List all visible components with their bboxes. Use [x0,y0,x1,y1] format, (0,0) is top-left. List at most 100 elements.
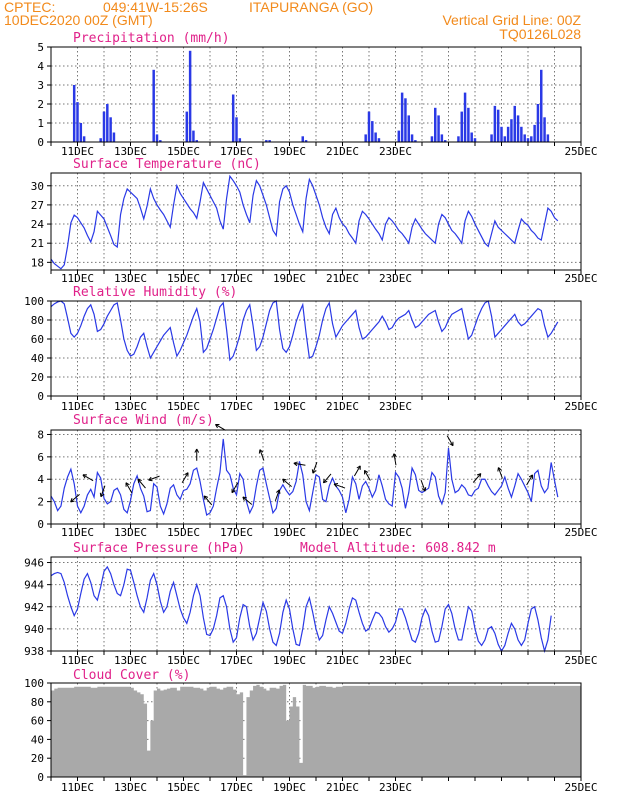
wind-arrow [293,462,306,466]
wind-arrow-head [293,461,298,464]
wind-arrow [70,493,80,503]
x-tick-label: 23DEC [379,400,412,413]
y-tick-label: 942 [24,601,44,614]
wind-arrow-head [322,478,325,483]
wind-arrow-head [498,467,502,471]
x-tick-label: 15DEC [167,526,200,539]
precip-bar [533,124,536,142]
precip-bar [493,105,497,142]
wind-arrow-head [242,496,247,499]
pressure-line [50,565,552,654]
wind-arrow-head [479,473,482,478]
wind-arrow-head [82,474,86,479]
wind-arrow-head [333,482,339,485]
x-tick-label: 13DEC [114,781,147,794]
wind-arrow [472,473,482,483]
precip-bar [500,126,503,142]
wind-arrow [282,478,292,488]
precip-bar [192,130,195,142]
precip-bar [400,92,404,142]
humidity-line [50,300,559,362]
x-tick-label: 19DEC [273,526,306,539]
wind-arrow [242,496,253,505]
precip-bar [367,111,371,142]
precip-bar [99,138,102,142]
wind-arrow-head [424,487,427,492]
panel-wind: Surface Wind (m/s) 0 2 4 6 8 11DEC 13DEC 15DEC 17… [37,413,597,539]
wind-arrow [497,467,503,479]
wind-arrow [259,449,265,461]
wind-arrow-head [148,479,153,482]
wind-arrow-head [70,500,75,503]
y-tick-label: 8 [37,428,44,441]
precip-bar [473,138,477,142]
precip-bar [536,104,540,142]
wind-arrow [137,478,146,489]
x-tick-label: 11DEC [61,400,94,413]
x-tick-label: 15DEC [167,654,200,667]
x-tick-label: 25DEC [564,526,597,539]
precip-bar [520,126,523,142]
wind-arrow-head [137,479,140,484]
precip-bar [397,130,401,142]
precip-bar [516,115,520,142]
y-tick-label: 0 [37,518,44,531]
precip-bar [265,140,268,142]
precip-bar [530,136,533,142]
wind-arrow-head [184,472,189,476]
wind-arrow [100,485,106,497]
panel-cloud-cover: Cloud Cover (%) 0 20 40 60 80 100 11DEC 13DEC 15D… [24,668,597,794]
precip-bar [268,140,271,142]
precip-bar [235,117,238,142]
panel-temperature: Surface Temperature (nC) 18 21 24 27 30 11DEC 1… [31,157,598,285]
precip-bar [374,132,377,142]
precip-bar [72,85,76,142]
x-tick-label: 17DEC [220,654,253,667]
wind-arrow-head [259,449,264,453]
y-tick-label: 4 [37,60,44,73]
x-tick-label: 25DEC [564,654,597,667]
x-tick-label: 17DEC [220,145,253,158]
wind-arrow-head [311,469,314,474]
wind-arrow [333,483,346,489]
precip-bar [440,134,444,142]
wind-arrow [274,489,280,502]
precip-bar [510,119,513,142]
x-tick-label: 17DEC [220,400,253,413]
precip-bar [82,136,86,142]
y-tick-label: 938 [24,645,44,658]
wind-arrow-head [204,495,209,498]
x-tick-label: 19DEC [273,145,306,158]
x-tick-label: 11DEC [61,654,94,667]
x-tick-label: 23DEC [379,526,412,539]
panel-title-precipitation: Precipitation (mm/h) [73,31,230,46]
y-tick-label: 4 [37,473,44,486]
precip-bar [414,140,417,142]
wind-arrow [215,424,226,431]
x-tick-label: 15DEC [167,781,200,794]
x-tick-label: 11DEC [61,526,94,539]
precip-bar [155,134,159,142]
precip-bar [185,111,189,142]
x-tick-label: 21DEC [326,654,359,667]
y-tick-label: 27 [31,199,44,212]
x-tick-label: 11DEC [61,145,94,158]
y-tick-label: 20 [31,371,44,384]
precip-bar [79,123,83,142]
precip-bar [195,140,198,142]
wind-line [50,438,559,517]
precip-bar [304,140,308,142]
y-tick-label: 60 [31,333,44,346]
precip-bar [437,115,440,142]
wind-arrow-head [215,424,218,429]
panel-title-pressure: Surface Pressure (hPa) [73,541,245,556]
wind-arrow-head [100,493,105,498]
x-tick-label: 13DEC [114,272,147,285]
precip-bar [231,94,235,142]
wind-arrow-head [278,489,281,494]
header: CPTEC: 049:41W-15:26S ITAPURANGA (GO) 10… [4,0,581,42]
wind-arrow [148,475,160,481]
x-tick-label: 15DEC [167,272,200,285]
header-model-code: TQ0126L028 [499,26,581,42]
precip-bar [410,134,414,142]
